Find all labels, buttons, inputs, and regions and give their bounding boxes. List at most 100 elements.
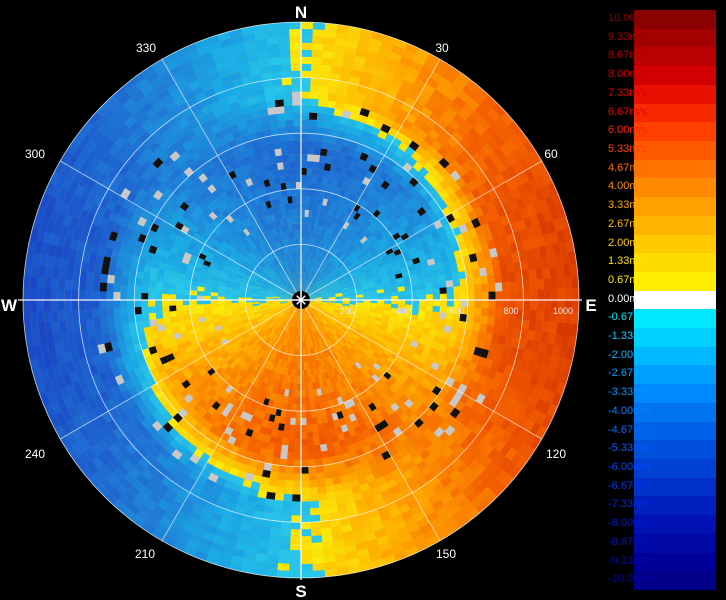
- velocity-cell: [321, 249, 327, 257]
- velocity-cell: [260, 287, 268, 291]
- velocity-cell: [306, 362, 311, 370]
- velocity-cell: [254, 283, 262, 288]
- velocity-cell: [321, 335, 328, 343]
- velocity-cell: [328, 295, 336, 298]
- velocity-cell: [289, 382, 294, 390]
- velocity-cell: [309, 310, 315, 317]
- velocity-cell: [316, 322, 323, 329]
- velocity-cell: [276, 472, 286, 480]
- velocity-cell: [324, 356, 331, 365]
- velocity-cell: [242, 260, 250, 267]
- velocity-cell: [313, 291, 321, 295]
- velocity-cell: [372, 229, 381, 238]
- velocity-cell: [277, 211, 284, 220]
- velocity-cell: [274, 276, 281, 283]
- velocity-cell: [93, 272, 102, 283]
- velocity-cell: [298, 272, 301, 280]
- velocity-cell: [311, 332, 316, 340]
- velocity-cell: [317, 395, 324, 403]
- velocity-cell: [320, 450, 329, 459]
- velocity-cell: [239, 351, 247, 359]
- velocity-cell: [317, 321, 324, 328]
- velocity-cell: [312, 430, 320, 439]
- velocity-cell: [304, 202, 310, 210]
- velocity-cell: [276, 479, 286, 487]
- velocity-cell: [282, 278, 288, 285]
- velocity-cell: [387, 341, 396, 349]
- velocity-cell: [528, 269, 537, 281]
- velocity-cell: [293, 452, 301, 460]
- velocity-cell: [310, 528, 322, 537]
- velocity-cell: [277, 119, 287, 128]
- velocity-cell: [333, 334, 341, 342]
- velocity-cell: [309, 340, 314, 348]
- velocity-cell: [395, 316, 404, 323]
- velocity-cell: [262, 313, 270, 318]
- velocity-cell: [328, 346, 335, 355]
- velocity-cell: [107, 315, 115, 326]
- velocity-cell: [426, 294, 434, 301]
- velocity-cell: [287, 224, 293, 232]
- velocity-cell: [284, 112, 294, 120]
- velocity-cell: [334, 250, 342, 258]
- velocity-cell: [384, 292, 392, 297]
- velocity-cell: [419, 300, 427, 306]
- velocity-cell: [389, 337, 398, 345]
- velocity-cell: [364, 231, 373, 240]
- velocity-cell: [315, 270, 321, 278]
- velocity-cell: [254, 255, 262, 263]
- velocity-cell: [259, 381, 267, 390]
- velocity-cell: [280, 444, 289, 453]
- velocity-cell: [368, 315, 376, 320]
- velocity-cell: [340, 237, 348, 245]
- velocity-cell: [295, 258, 299, 266]
- velocity-cell: [266, 295, 274, 298]
- velocity-cell: [451, 272, 460, 281]
- velocity-cell: [446, 293, 454, 301]
- velocity-cell: [290, 522, 301, 530]
- velocity-cell: [78, 308, 87, 320]
- velocity-cell: [315, 314, 321, 321]
- velocity-cell: [371, 268, 380, 274]
- velocity-cell: [282, 323, 288, 331]
- velocity-cell: [330, 277, 338, 283]
- velocity-cell: [272, 268, 279, 275]
- velocity-cell: [384, 330, 393, 338]
- velocity-cell: [395, 273, 403, 280]
- velocity-cell: [359, 276, 368, 282]
- velocity-cell: [377, 300, 385, 304]
- velocity-cell: [305, 272, 309, 280]
- velocity-cell: [229, 231, 238, 239]
- velocity-cell: [418, 289, 426, 296]
- velocity-cell: [314, 294, 322, 297]
- velocity-cell: [370, 355, 379, 363]
- velocity-cell: [271, 333, 278, 340]
- velocity-cell: [278, 255, 284, 263]
- velocity-cell: [361, 363, 370, 372]
- velocity-cell: [528, 320, 537, 332]
- velocity-cell: [287, 310, 293, 317]
- velocity-cell: [307, 452, 315, 460]
- velocity-cell: [274, 350, 280, 358]
- velocity-cell: [258, 273, 266, 280]
- velocity-cell: [345, 316, 354, 322]
- velocity-cell: [297, 362, 301, 370]
- velocity-cell: [304, 279, 307, 287]
- velocity-cell: [302, 313, 305, 321]
- velocity-cell: [254, 355, 262, 363]
- velocity-cell: [296, 244, 299, 252]
- velocity-cell: [276, 309, 283, 314]
- velocity-cell: [345, 318, 353, 324]
- velocity-cell: [537, 289, 545, 301]
- velocity-cell: [358, 366, 367, 375]
- velocity-cell: [323, 314, 331, 320]
- velocity-cell: [259, 294, 267, 297]
- velocity-cell: [283, 269, 289, 276]
- velocity-cell: [382, 258, 391, 266]
- velocity-cell: [368, 261, 377, 268]
- velocity-cell: [381, 338, 390, 346]
- velocity-cell: [323, 315, 330, 322]
- velocity-cell: [342, 324, 350, 330]
- velocity-cell: [257, 319, 265, 325]
- velocity-cell: [293, 209, 298, 217]
